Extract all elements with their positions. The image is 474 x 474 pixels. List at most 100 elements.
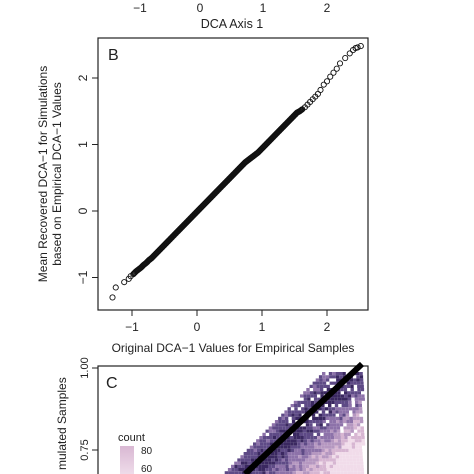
panel-c-hex-cell	[322, 464, 327, 468]
panel-c-hex-cell	[333, 468, 337, 472]
panel-c-hex-cell	[314, 445, 318, 449]
panel-c-hex-cell	[327, 442, 332, 446]
panel-c-hex-cell	[318, 416, 323, 420]
panel-c-hex-cell	[321, 448, 325, 452]
panel-c-hex-cell	[290, 448, 295, 452]
panel-c-hex-cell	[361, 436, 365, 440]
panel-c-hex-cell	[341, 397, 345, 401]
panel-c-hex-cell	[340, 436, 345, 440]
panel-c-hex-cell	[287, 407, 291, 411]
panel-c-hex-cell	[284, 452, 288, 456]
panel-c-hex-cell	[275, 471, 280, 474]
panel-c-hex-cell	[293, 400, 298, 404]
panel-c-hex-cell	[321, 407, 325, 411]
panel-c-hex-cell	[313, 388, 317, 392]
panel-c-hex-cell	[256, 448, 261, 452]
panel-c-hex-cell	[329, 381, 333, 385]
panel-c-hex-cell	[336, 464, 340, 468]
panel-c-hex-cell	[313, 439, 318, 443]
panel-c-hex-cell	[308, 455, 312, 459]
panel-c-hex-cell	[328, 448, 332, 452]
panel-c-hex-cell	[284, 455, 288, 459]
panel-c-hex-cell	[306, 429, 310, 433]
panel-c-hex-cell	[255, 468, 259, 472]
panel-c-hex-cell	[296, 432, 300, 436]
panel-c-hex-cell	[356, 420, 360, 424]
panel-c-hex-cell	[300, 445, 305, 449]
panel-c-hex-cell	[304, 404, 308, 408]
panel-c-hex-cell	[307, 397, 311, 401]
panel-b-x-tick-label: 0	[194, 320, 201, 334]
panel-c-hex-cell	[250, 452, 254, 456]
panel-c-hex-cell	[300, 442, 304, 446]
panel-c-hex-cell	[344, 391, 348, 395]
top-tick-label: 1	[260, 1, 267, 15]
panel-c-hex-cell	[342, 410, 346, 414]
panel-c-hex-cell	[318, 375, 323, 379]
panel-c-hex-cell	[305, 461, 309, 465]
panel-c-hex-cell	[330, 432, 334, 436]
panel-c-hex-cell	[310, 432, 314, 436]
panel-c-hex-cell	[354, 432, 358, 436]
panel-c-hex-cell	[238, 471, 242, 474]
panel-b-x-tick-label: 1	[259, 320, 266, 334]
panel-c-hex-cell	[329, 416, 333, 420]
panel-c-hex-cell	[349, 455, 353, 459]
panel-c-hex-cell	[355, 400, 359, 404]
panel-c-hex-cell	[296, 436, 301, 440]
panel-c-hex-cell	[346, 458, 350, 462]
panel-c-hex-cell	[336, 468, 341, 472]
panel-c-hex-cell	[272, 468, 276, 472]
panel-c-hex-cell	[339, 372, 343, 376]
panel-c-hex-cell	[281, 420, 286, 424]
panel-c-hex-cell	[342, 420, 347, 424]
panel-c-hex-cell	[309, 461, 313, 465]
panel-c-hex-cell	[359, 458, 364, 462]
panel-c-hex-cell	[309, 423, 313, 427]
panel-c-hex-cell	[333, 426, 337, 430]
panel-c-hex-cell	[301, 452, 305, 456]
panel-c-hex-cell	[305, 464, 310, 468]
panel-c-hex-cell	[339, 416, 343, 420]
panel-c-hex-cell	[348, 442, 352, 446]
panel-c-hex-cell	[294, 410, 298, 414]
panel-c-hex-cell	[299, 429, 303, 433]
panel-c-hex-cell	[322, 372, 326, 376]
panel-c-hex-cell	[310, 400, 315, 404]
panel-c-hex-cell	[332, 458, 336, 462]
panel-c-hex-cell	[302, 464, 306, 468]
panel-c-hex-cell	[284, 458, 289, 462]
panel-c-hex-cell	[316, 381, 320, 385]
panel-c-hex-cell	[338, 452, 343, 456]
panel-c-hex-cell	[301, 410, 305, 414]
panel-b-point	[112, 284, 119, 291]
panel-c-hex-cell	[312, 464, 316, 468]
panel-c-hex-cell	[350, 468, 354, 472]
panel-c-hex-cell	[296, 439, 301, 443]
panel-c-hex-cell	[339, 455, 343, 459]
panel-c-hex-cell	[253, 448, 257, 452]
panel-c-hex-cell	[317, 445, 322, 449]
panel-c-hex-cell	[349, 452, 353, 456]
panel-c-hex-cell	[308, 452, 312, 456]
panel-c-hex-cell	[316, 464, 320, 468]
panel-c-hex-cell	[271, 458, 275, 462]
panel-c-hex-cell	[332, 413, 336, 417]
panel-c-hex-cell	[292, 468, 296, 472]
panel-c-hex-cell	[347, 471, 351, 474]
panel-c-hex-cell	[354, 439, 359, 443]
panel-c-hex-cell	[334, 404, 339, 408]
panel-c-hex-cell	[298, 458, 302, 462]
panel-c-hex-cell	[278, 420, 282, 424]
panel-c-hex-cell	[304, 407, 308, 411]
panel-c-hex-cell	[284, 413, 288, 417]
panel-c-hex-cell	[346, 468, 351, 472]
panel-c-hex-cell	[275, 429, 280, 433]
panel-c-hex-cell	[343, 426, 347, 430]
panel-c-hex-cell	[319, 426, 324, 430]
panel-c-hex-cell	[275, 461, 279, 465]
panel-c-hex-cell	[294, 445, 298, 449]
panel-c-hex-cell	[335, 410, 339, 414]
panel-c-hex-cell	[275, 464, 279, 468]
